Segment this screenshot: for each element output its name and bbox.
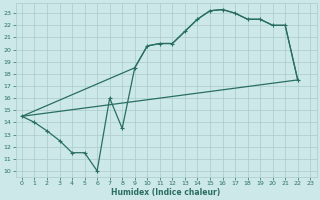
X-axis label: Humidex (Indice chaleur): Humidex (Indice chaleur): [111, 188, 221, 197]
